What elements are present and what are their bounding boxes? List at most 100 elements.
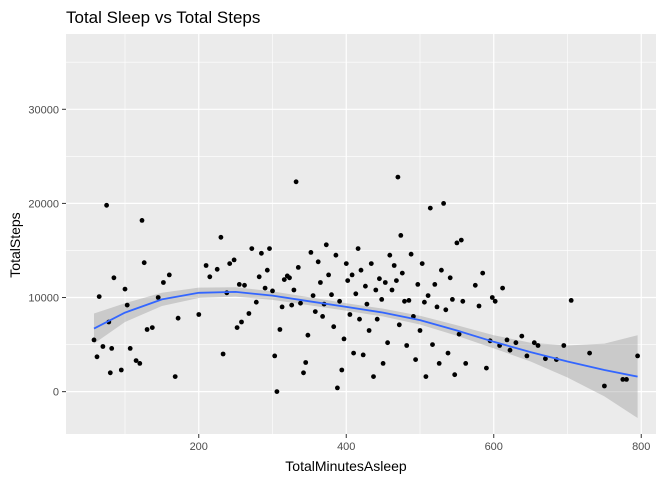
data-point bbox=[172, 374, 178, 379]
data-point bbox=[379, 297, 385, 302]
data-point bbox=[624, 377, 629, 382]
data-point bbox=[349, 272, 355, 278]
x-axis-ticks: 200 400 600 800 bbox=[190, 434, 650, 453]
data-point bbox=[144, 327, 150, 332]
data-point bbox=[519, 333, 525, 339]
data-point bbox=[231, 257, 237, 263]
data-point bbox=[96, 294, 102, 299]
data-point bbox=[308, 250, 314, 255]
data-point bbox=[436, 361, 442, 366]
y-tick-label: 10000 bbox=[28, 293, 59, 305]
smooth-trend-line bbox=[93, 290, 638, 378]
data-point bbox=[458, 237, 464, 243]
data-point bbox=[531, 340, 537, 346]
data-point bbox=[220, 351, 226, 357]
data-point bbox=[175, 315, 181, 321]
x-axis-title: TotalMinutesAsleep bbox=[285, 458, 407, 474]
data-point bbox=[333, 252, 339, 258]
data-point bbox=[463, 361, 469, 366]
data-point bbox=[587, 350, 592, 356]
data-point bbox=[111, 275, 117, 281]
data-point bbox=[239, 319, 244, 325]
data-point bbox=[371, 374, 376, 379]
data-point bbox=[385, 340, 390, 346]
data-point bbox=[281, 277, 287, 282]
data-point bbox=[398, 233, 404, 238]
data-point bbox=[425, 293, 431, 298]
data-point bbox=[543, 356, 548, 362]
data-point bbox=[357, 316, 362, 322]
y-tick-label: 0 bbox=[53, 387, 59, 399]
data-point bbox=[358, 267, 364, 273]
data-points bbox=[91, 174, 640, 394]
data-point bbox=[277, 327, 283, 332]
data-point bbox=[94, 354, 100, 360]
data-point bbox=[456, 331, 462, 337]
data-point bbox=[389, 287, 395, 293]
data-point bbox=[107, 370, 113, 376]
y-tick-label: 30000 bbox=[28, 104, 59, 116]
data-point bbox=[118, 367, 124, 373]
data-point bbox=[298, 300, 303, 306]
data-point bbox=[387, 252, 393, 258]
data-point bbox=[272, 353, 278, 359]
data-point bbox=[439, 267, 444, 273]
data-point bbox=[289, 302, 295, 308]
data-point bbox=[242, 282, 247, 288]
data-point bbox=[127, 346, 133, 351]
data-point bbox=[419, 261, 425, 266]
data-point bbox=[291, 287, 297, 293]
data-point bbox=[635, 353, 640, 359]
data-point bbox=[366, 328, 372, 333]
data-point bbox=[329, 292, 334, 298]
data-point bbox=[214, 266, 220, 272]
data-point bbox=[382, 280, 388, 285]
data-point bbox=[415, 282, 421, 287]
data-point bbox=[450, 297, 455, 302]
data-point bbox=[373, 287, 379, 293]
data-point bbox=[363, 283, 368, 289]
data-point bbox=[259, 250, 264, 256]
data-point bbox=[492, 298, 498, 304]
data-point bbox=[374, 316, 380, 322]
data-point bbox=[310, 293, 316, 298]
data-point bbox=[196, 312, 202, 317]
data-point bbox=[423, 374, 429, 379]
data-point bbox=[472, 282, 478, 288]
data-point bbox=[602, 383, 607, 389]
data-point bbox=[568, 298, 574, 303]
data-point bbox=[408, 251, 414, 257]
data-point bbox=[347, 312, 353, 317]
data-point bbox=[155, 295, 161, 300]
data-point bbox=[312, 309, 318, 314]
data-point bbox=[417, 328, 423, 333]
data-point bbox=[326, 272, 331, 278]
data-point bbox=[337, 298, 342, 304]
data-point bbox=[480, 270, 486, 276]
data-point bbox=[303, 360, 309, 365]
data-point bbox=[377, 276, 382, 282]
data-point bbox=[234, 325, 240, 330]
data-point bbox=[422, 299, 427, 305]
data-point bbox=[524, 353, 530, 359]
data-point bbox=[301, 370, 306, 376]
data-point bbox=[561, 343, 567, 348]
data-point bbox=[430, 342, 435, 347]
data-point bbox=[320, 314, 325, 319]
data-point bbox=[380, 361, 386, 366]
data-point bbox=[476, 303, 482, 309]
y-tick-label: 20000 bbox=[28, 198, 59, 210]
data-point bbox=[620, 377, 626, 382]
data-point bbox=[355, 246, 361, 252]
minor-gridlines bbox=[66, 34, 656, 434]
data-point bbox=[460, 298, 466, 304]
data-point bbox=[513, 340, 519, 346]
data-point bbox=[351, 350, 356, 356]
data-point bbox=[413, 357, 418, 362]
data-point bbox=[368, 261, 374, 266]
data-point bbox=[295, 265, 301, 270]
chart-title: Total Sleep vs Total Steps bbox=[66, 8, 260, 27]
data-point bbox=[287, 275, 292, 281]
data-point bbox=[293, 179, 299, 185]
